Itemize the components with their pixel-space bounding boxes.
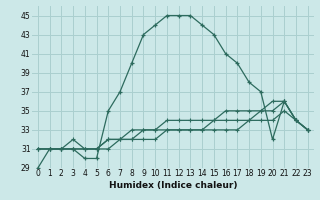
X-axis label: Humidex (Indice chaleur): Humidex (Indice chaleur) <box>108 181 237 190</box>
